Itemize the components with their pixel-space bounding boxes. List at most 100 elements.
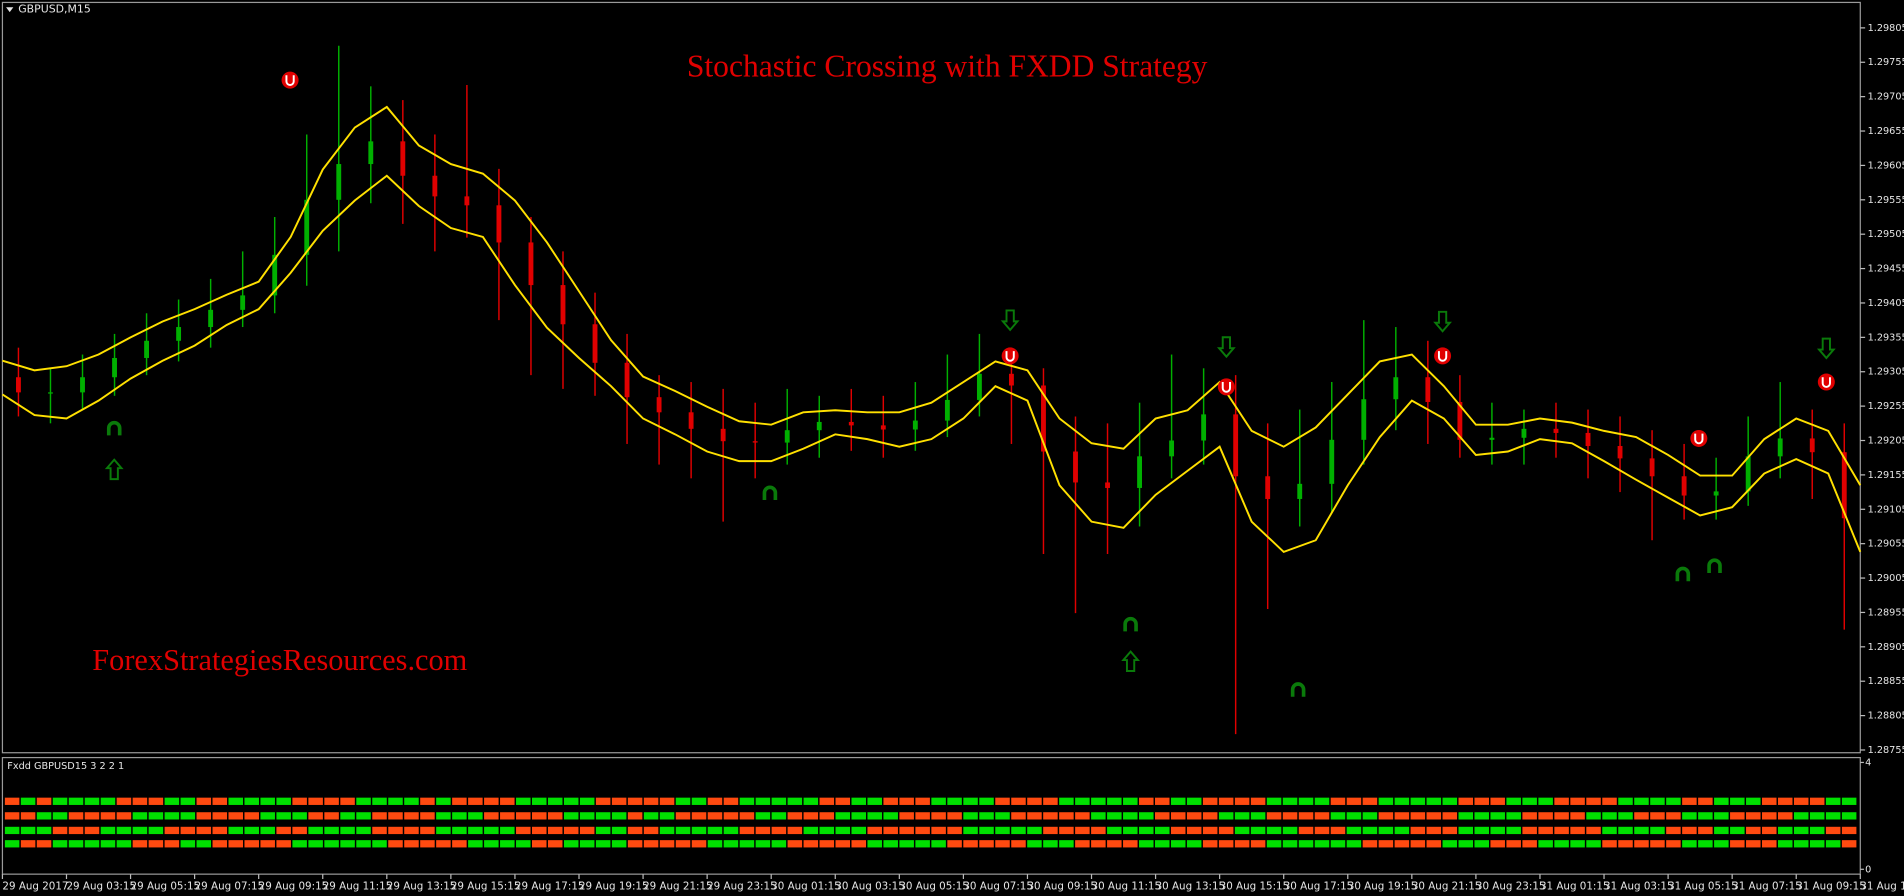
indicator-cell — [1139, 826, 1154, 835]
indicator-cell — [1714, 812, 1729, 820]
indicator-cell — [803, 812, 819, 820]
indicator-cell — [1298, 840, 1314, 848]
candle-body — [304, 199, 310, 255]
indicator-cell — [1746, 812, 1761, 820]
indicator-cell — [436, 840, 451, 848]
candle-body — [784, 430, 790, 443]
y-tick-label: 1.29155 — [1868, 470, 1904, 481]
indicator-cell — [500, 812, 515, 820]
signal-sell-circle — [1690, 429, 1708, 447]
candle-body — [1041, 385, 1046, 452]
candle-body — [1073, 451, 1078, 483]
indicator-cell — [819, 797, 835, 805]
watermark: ForexStrategiesResources.com — [92, 643, 467, 677]
indicator-cell — [1202, 826, 1218, 835]
indicator-cell — [1410, 812, 1426, 820]
indicator-cell — [563, 826, 579, 835]
indicator-cell — [1043, 826, 1058, 835]
y-tick-label: 1.29505 — [1868, 229, 1904, 240]
indicator-cell — [1250, 840, 1266, 848]
indicator-cell — [899, 826, 914, 835]
indicator-cell — [1506, 840, 1521, 848]
indicator-cell — [324, 812, 339, 820]
indicator-y-tick-label: 0 — [1865, 864, 1871, 875]
indicator-cell — [1458, 840, 1474, 848]
indicator-cell — [100, 797, 116, 805]
indicator-cell — [1442, 826, 1458, 835]
indicator-cell — [1714, 840, 1729, 848]
x-tick-label: 31 Aug 11 — [1860, 880, 1904, 892]
indicator-cell — [1682, 812, 1697, 820]
indicator-cell — [52, 826, 68, 835]
indicator-cell — [196, 797, 212, 805]
indicator-cell — [1059, 826, 1074, 835]
indicator-cell — [116, 840, 132, 848]
candle-body — [1105, 482, 1110, 488]
indicator-cell — [1538, 840, 1553, 848]
indicator-cell — [867, 797, 882, 805]
indicator-cell — [1170, 812, 1186, 820]
indicator-cell — [1602, 812, 1617, 820]
indicator-cell — [1394, 797, 1410, 805]
indicator-cell — [803, 826, 819, 835]
indicator-cell — [1682, 797, 1697, 805]
indicator-cell — [899, 797, 914, 805]
indicator-cell — [595, 840, 611, 848]
indicator-cell — [244, 797, 259, 805]
indicator-cell — [68, 812, 84, 820]
indicator-cell — [1218, 826, 1234, 835]
indicator-cell — [1714, 826, 1729, 835]
indicator-cell — [1154, 812, 1170, 820]
indicator-cell — [947, 826, 962, 835]
indicator-cell — [675, 840, 691, 848]
signal-buy-arch — [1707, 558, 1722, 573]
indicator-cell — [1841, 812, 1857, 820]
indicator-cell — [1714, 797, 1729, 805]
indicator-cell — [356, 812, 371, 820]
indicator-cell — [1186, 840, 1202, 848]
indicator-cell — [563, 797, 579, 805]
indicator-cell — [148, 812, 164, 820]
x-tick-label: 29 Aug 09:15 — [259, 880, 329, 892]
indicator-cell — [739, 797, 755, 805]
indicator-cell — [1362, 812, 1378, 820]
indicator-cell — [1314, 797, 1330, 805]
signal-arrow-up — [104, 458, 124, 481]
indicator-cell — [995, 826, 1010, 835]
indicator-cell — [532, 812, 547, 820]
indicator-cell — [1618, 812, 1633, 820]
signal-arrow-down — [1433, 310, 1452, 333]
indicator-cell — [196, 812, 212, 820]
indicator-cell — [1746, 797, 1761, 805]
indicator-cell — [643, 826, 659, 835]
indicator-cell — [180, 812, 196, 820]
indicator-cell — [995, 797, 1010, 805]
indicator-cell — [1698, 812, 1713, 820]
indicator-cell — [579, 812, 595, 820]
indicator-cell — [627, 797, 643, 805]
indicator-cell — [739, 826, 755, 835]
indicator-cell — [1346, 826, 1362, 835]
indicator-cell — [643, 812, 659, 820]
indicator-cell — [148, 797, 164, 805]
indicator-cell — [1650, 826, 1665, 835]
indicator-cell — [148, 826, 164, 835]
candle-body — [1329, 439, 1335, 484]
indicator-cell — [1027, 797, 1042, 805]
indicator-cell — [1234, 840, 1250, 848]
candle-body — [432, 175, 438, 197]
indicator-cell — [1522, 826, 1537, 835]
indicator-cell — [1586, 812, 1601, 820]
indicator-cell — [1330, 826, 1346, 835]
indicator-cell — [1809, 826, 1825, 835]
x-tick-label: 30 Aug 19:15 — [1348, 880, 1418, 892]
indicator-cell — [835, 840, 851, 848]
indicator-cell — [1314, 812, 1330, 820]
indicator-cell — [915, 840, 930, 848]
indicator-cell — [324, 840, 339, 848]
indicator-cell — [340, 840, 355, 848]
indicator-cell — [164, 840, 180, 848]
indicator-cell — [1346, 812, 1362, 820]
indicator-cell — [1139, 812, 1154, 820]
indicator-cell — [4, 826, 20, 835]
